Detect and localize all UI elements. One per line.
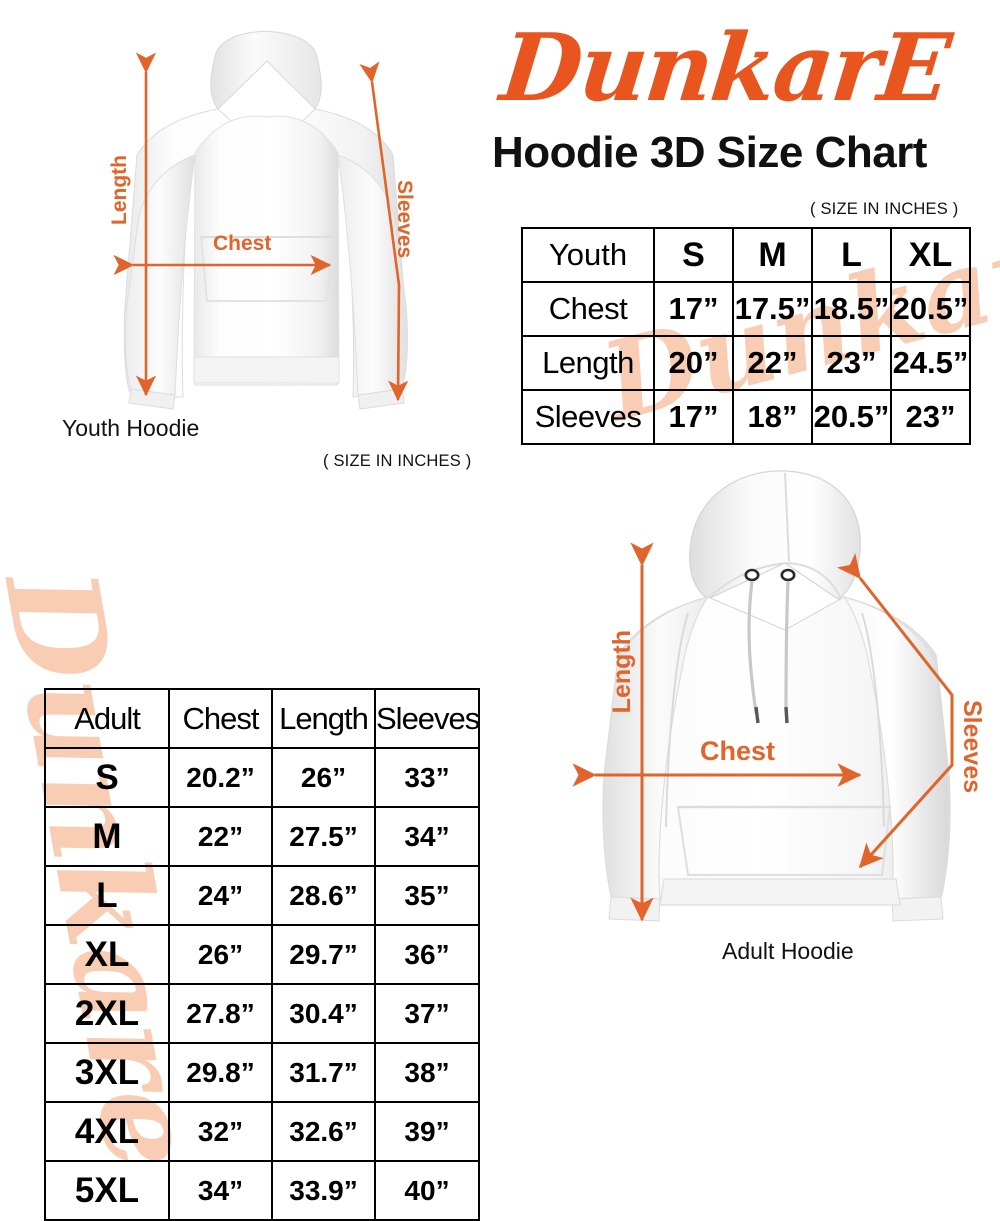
youth-size-table: Youth S M L XL Chest 17” 17.5” 18.5” 20.… (521, 227, 971, 445)
youth-sleeves-xl: 23” (890, 389, 971, 445)
table-row: Sleeves 17” 18” 20.5” 23” (521, 389, 971, 445)
youth-measurement-arrows (113, 52, 409, 402)
youth-col-l: L (811, 227, 892, 283)
table-row: L 24” 28.6” 35” (44, 865, 480, 926)
adult-4xl-chest: 32” (168, 1101, 273, 1162)
youth-hoodie-caption: Youth Hoodie (62, 415, 200, 441)
page-title: Hoodie 3D Size Chart (492, 128, 927, 177)
adult-2xl-length: 30.4” (271, 983, 376, 1044)
adult-s-chest: 20.2” (168, 747, 273, 808)
adult-col-chest: Chest (168, 688, 273, 749)
adult-sleeves-label: Sleeves (958, 700, 986, 794)
adult-5xl-length: 33.9” (271, 1160, 376, 1221)
table-row: 3XL 29.8” 31.7” 38” (44, 1042, 480, 1103)
adult-row-label-l: L (44, 865, 170, 926)
size-chart-page: DunkarE Hoodie 3D Size Chart (0, 8, 1000, 1221)
adult-3xl-length: 31.7” (271, 1042, 376, 1103)
table-row: M 22” 27.5” 34” (44, 806, 480, 867)
table-row: Adult Chest Length Sleeves (44, 688, 480, 749)
adult-table-corner: Adult (44, 688, 170, 749)
youth-row-label-sleeves: Sleeves (521, 389, 655, 445)
adult-col-sleeves: Sleeves (374, 688, 480, 749)
adult-3xl-sleeves: 38” (374, 1042, 480, 1103)
adult-3xl-chest: 29.8” (168, 1042, 273, 1103)
adult-size-table: Adult Chest Length Sleeves S 20.2” 26” 3… (44, 688, 480, 1221)
adult-m-sleeves: 34” (374, 806, 480, 867)
table-row: S 20.2” 26” 33” (44, 747, 480, 808)
table-row: Chest 17” 17.5” 18.5” 20.5” (521, 281, 971, 337)
adult-2xl-sleeves: 37” (374, 983, 480, 1044)
adult-4xl-length: 32.6” (271, 1101, 376, 1162)
youth-length-m: 22” (732, 335, 813, 391)
adult-l-length: 28.6” (271, 865, 376, 926)
adult-measurement-arrows (572, 542, 954, 922)
adult-xl-sleeves: 36” (374, 924, 480, 985)
youth-col-m: M (732, 227, 813, 283)
adult-chest-label: Chest (700, 736, 776, 766)
youth-units-caption: ( SIZE IN INCHES ) (810, 200, 959, 218)
youth-chest-s: 17” (653, 281, 734, 337)
youth-col-s: S (653, 227, 734, 283)
adult-row-label-3xl: 3XL (44, 1042, 170, 1103)
table-row: Length 20” 22” 23” 24.5” (521, 335, 971, 391)
youth-length-xl: 24.5” (890, 335, 971, 391)
youth-size-table-wrapper: Youth S M L XL Chest 17” 17.5” 18.5” 20.… (521, 227, 1000, 445)
brand-logo: DunkarE (464, 8, 986, 126)
youth-length-label: Length (108, 155, 131, 225)
youth-table-corner: Youth (521, 227, 655, 283)
adult-s-length: 26” (271, 747, 376, 808)
youth-length-s: 20” (653, 335, 734, 391)
youth-sleeves-m: 18” (732, 389, 813, 445)
table-row: Youth S M L XL (521, 227, 971, 283)
adult-xl-chest: 26” (168, 924, 273, 985)
table-row: XL 26” 29.7” 36” (44, 924, 480, 985)
adult-row-label-5xl: 5XL (44, 1160, 170, 1221)
table-row: 4XL 32” 32.6” 39” (44, 1101, 480, 1162)
brand-logo-text: DunkarE (496, 12, 954, 122)
adult-l-sleeves: 35” (374, 865, 480, 926)
adult-m-chest: 22” (168, 806, 273, 867)
adult-size-table-wrapper: Adult Chest Length Sleeves S 20.2” 26” 3… (44, 688, 1000, 1221)
youth-col-xl: XL (890, 227, 971, 283)
youth-sleeves-label: Sleeves (393, 180, 416, 259)
youth-chest-label: Chest (213, 232, 272, 255)
youth-sleeves-l: 20.5” (811, 389, 892, 445)
youth-sleeves-s: 17” (653, 389, 734, 445)
youth-sleeves-arrow (359, 61, 409, 402)
youth-chest-l: 18.5” (811, 281, 892, 337)
youth-length-l: 23” (811, 335, 892, 391)
youth-chest-xl: 20.5” (890, 281, 971, 337)
adult-row-label-4xl: 4XL (44, 1101, 170, 1162)
adult-5xl-chest: 34” (168, 1160, 273, 1221)
table-row: 5XL 34” 33.9” 40” (44, 1160, 480, 1221)
youth-row-label-chest: Chest (521, 281, 655, 337)
adult-col-length: Length (271, 688, 376, 749)
adult-row-label-m: M (44, 806, 170, 867)
table-row: 2XL 27.8” 30.4” 37” (44, 983, 480, 1044)
adult-units-caption: ( SIZE IN INCHES ) (323, 452, 472, 470)
adult-row-label-2xl: 2XL (44, 983, 170, 1044)
adult-s-sleeves: 33” (374, 747, 480, 808)
adult-5xl-sleeves: 40” (374, 1160, 480, 1221)
adult-row-label-s: S (44, 747, 170, 808)
adult-xl-length: 29.7” (271, 924, 376, 985)
adult-4xl-sleeves: 39” (374, 1101, 480, 1162)
adult-sleeves-arrow (836, 553, 954, 869)
adult-2xl-chest: 27.8” (168, 983, 273, 1044)
adult-m-length: 27.5” (271, 806, 376, 867)
adult-hoodie-caption: Adult Hoodie (722, 938, 854, 964)
youth-chest-m: 17.5” (732, 281, 813, 337)
adult-row-label-xl: XL (44, 924, 170, 985)
adult-l-chest: 24” (168, 865, 273, 926)
youth-row-label-length: Length (521, 335, 655, 391)
